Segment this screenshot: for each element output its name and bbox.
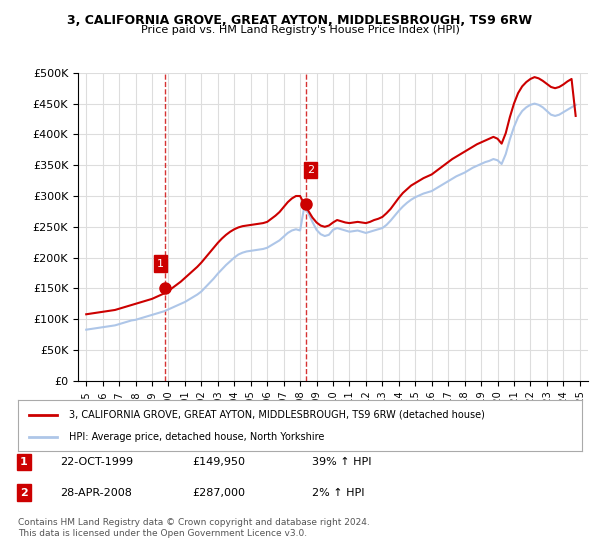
Text: 28-APR-2008: 28-APR-2008 (60, 488, 132, 498)
Text: 2: 2 (20, 488, 28, 498)
Text: 39% ↑ HPI: 39% ↑ HPI (312, 457, 371, 467)
Text: 2% ↑ HPI: 2% ↑ HPI (312, 488, 365, 498)
Text: 3, CALIFORNIA GROVE, GREAT AYTON, MIDDLESBROUGH, TS9 6RW (detached house): 3, CALIFORNIA GROVE, GREAT AYTON, MIDDLE… (69, 409, 485, 419)
Text: Price paid vs. HM Land Registry's House Price Index (HPI): Price paid vs. HM Land Registry's House … (140, 25, 460, 35)
Text: 1: 1 (20, 457, 28, 467)
Text: 22-OCT-1999: 22-OCT-1999 (60, 457, 133, 467)
Text: Contains HM Land Registry data © Crown copyright and database right 2024.
This d: Contains HM Land Registry data © Crown c… (18, 518, 370, 538)
Text: HPI: Average price, detached house, North Yorkshire: HPI: Average price, detached house, Nort… (69, 432, 324, 442)
Text: £149,950: £149,950 (192, 457, 245, 467)
Text: £287,000: £287,000 (192, 488, 245, 498)
Text: 3, CALIFORNIA GROVE, GREAT AYTON, MIDDLESBROUGH, TS9 6RW: 3, CALIFORNIA GROVE, GREAT AYTON, MIDDLE… (67, 14, 533, 27)
Text: 2: 2 (307, 165, 314, 175)
Text: 1: 1 (157, 259, 164, 269)
